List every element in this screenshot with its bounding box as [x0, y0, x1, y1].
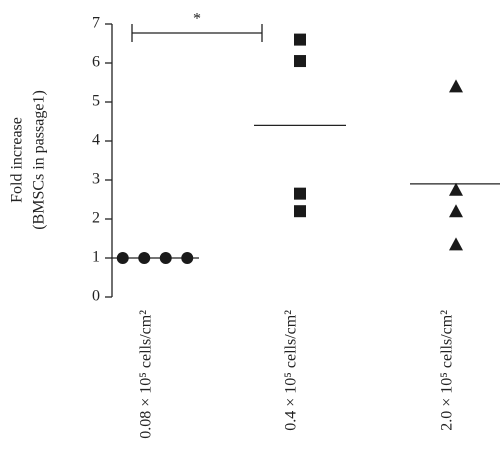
data-point — [449, 182, 463, 196]
y-tick-label: 4 — [92, 132, 100, 149]
data-point — [449, 237, 463, 251]
y-tick-label: 1 — [92, 249, 100, 266]
data-point — [159, 252, 172, 264]
y-tick-label: 5 — [92, 93, 100, 110]
data-point — [294, 187, 306, 200]
y-axis-label-line: (BMSCs in passage1) — [31, 90, 48, 230]
y-axis-label-line: Fold increase — [9, 117, 26, 203]
data-point — [294, 55, 306, 68]
data-point — [294, 33, 306, 46]
data-point — [449, 204, 463, 218]
data-point — [138, 252, 151, 264]
x-tick-label-group: 0.08 × 10⁵ cells/cm² — [138, 310, 155, 439]
data-point — [181, 252, 194, 264]
x-tick-label: 0.4 × 10⁵ cells/cm² — [283, 310, 300, 431]
data-point — [116, 252, 129, 264]
x-tick-label: 0.08 × 10⁵ cells/cm² — [138, 310, 155, 439]
data-point — [449, 79, 463, 93]
x-tick-label: 2.0 × 10⁵ cells/cm² — [439, 310, 456, 431]
y-tick-label: 7 — [92, 15, 100, 32]
x-tick-label-group: 0.4 × 10⁵ cells/cm² — [283, 310, 300, 431]
y-tick-label: 2 — [92, 210, 100, 227]
data-point — [294, 205, 306, 218]
y-axis-label: Fold increase (BMSCs in passage1) — [9, 90, 48, 230]
x-tick-label-group: 2.0 × 10⁵ cells/cm² — [439, 310, 456, 431]
y-tick-label: 0 — [92, 288, 100, 305]
significance-mark: * — [193, 11, 201, 28]
y-tick-label: 3 — [92, 171, 100, 188]
y-tick-label: 6 — [92, 54, 100, 71]
